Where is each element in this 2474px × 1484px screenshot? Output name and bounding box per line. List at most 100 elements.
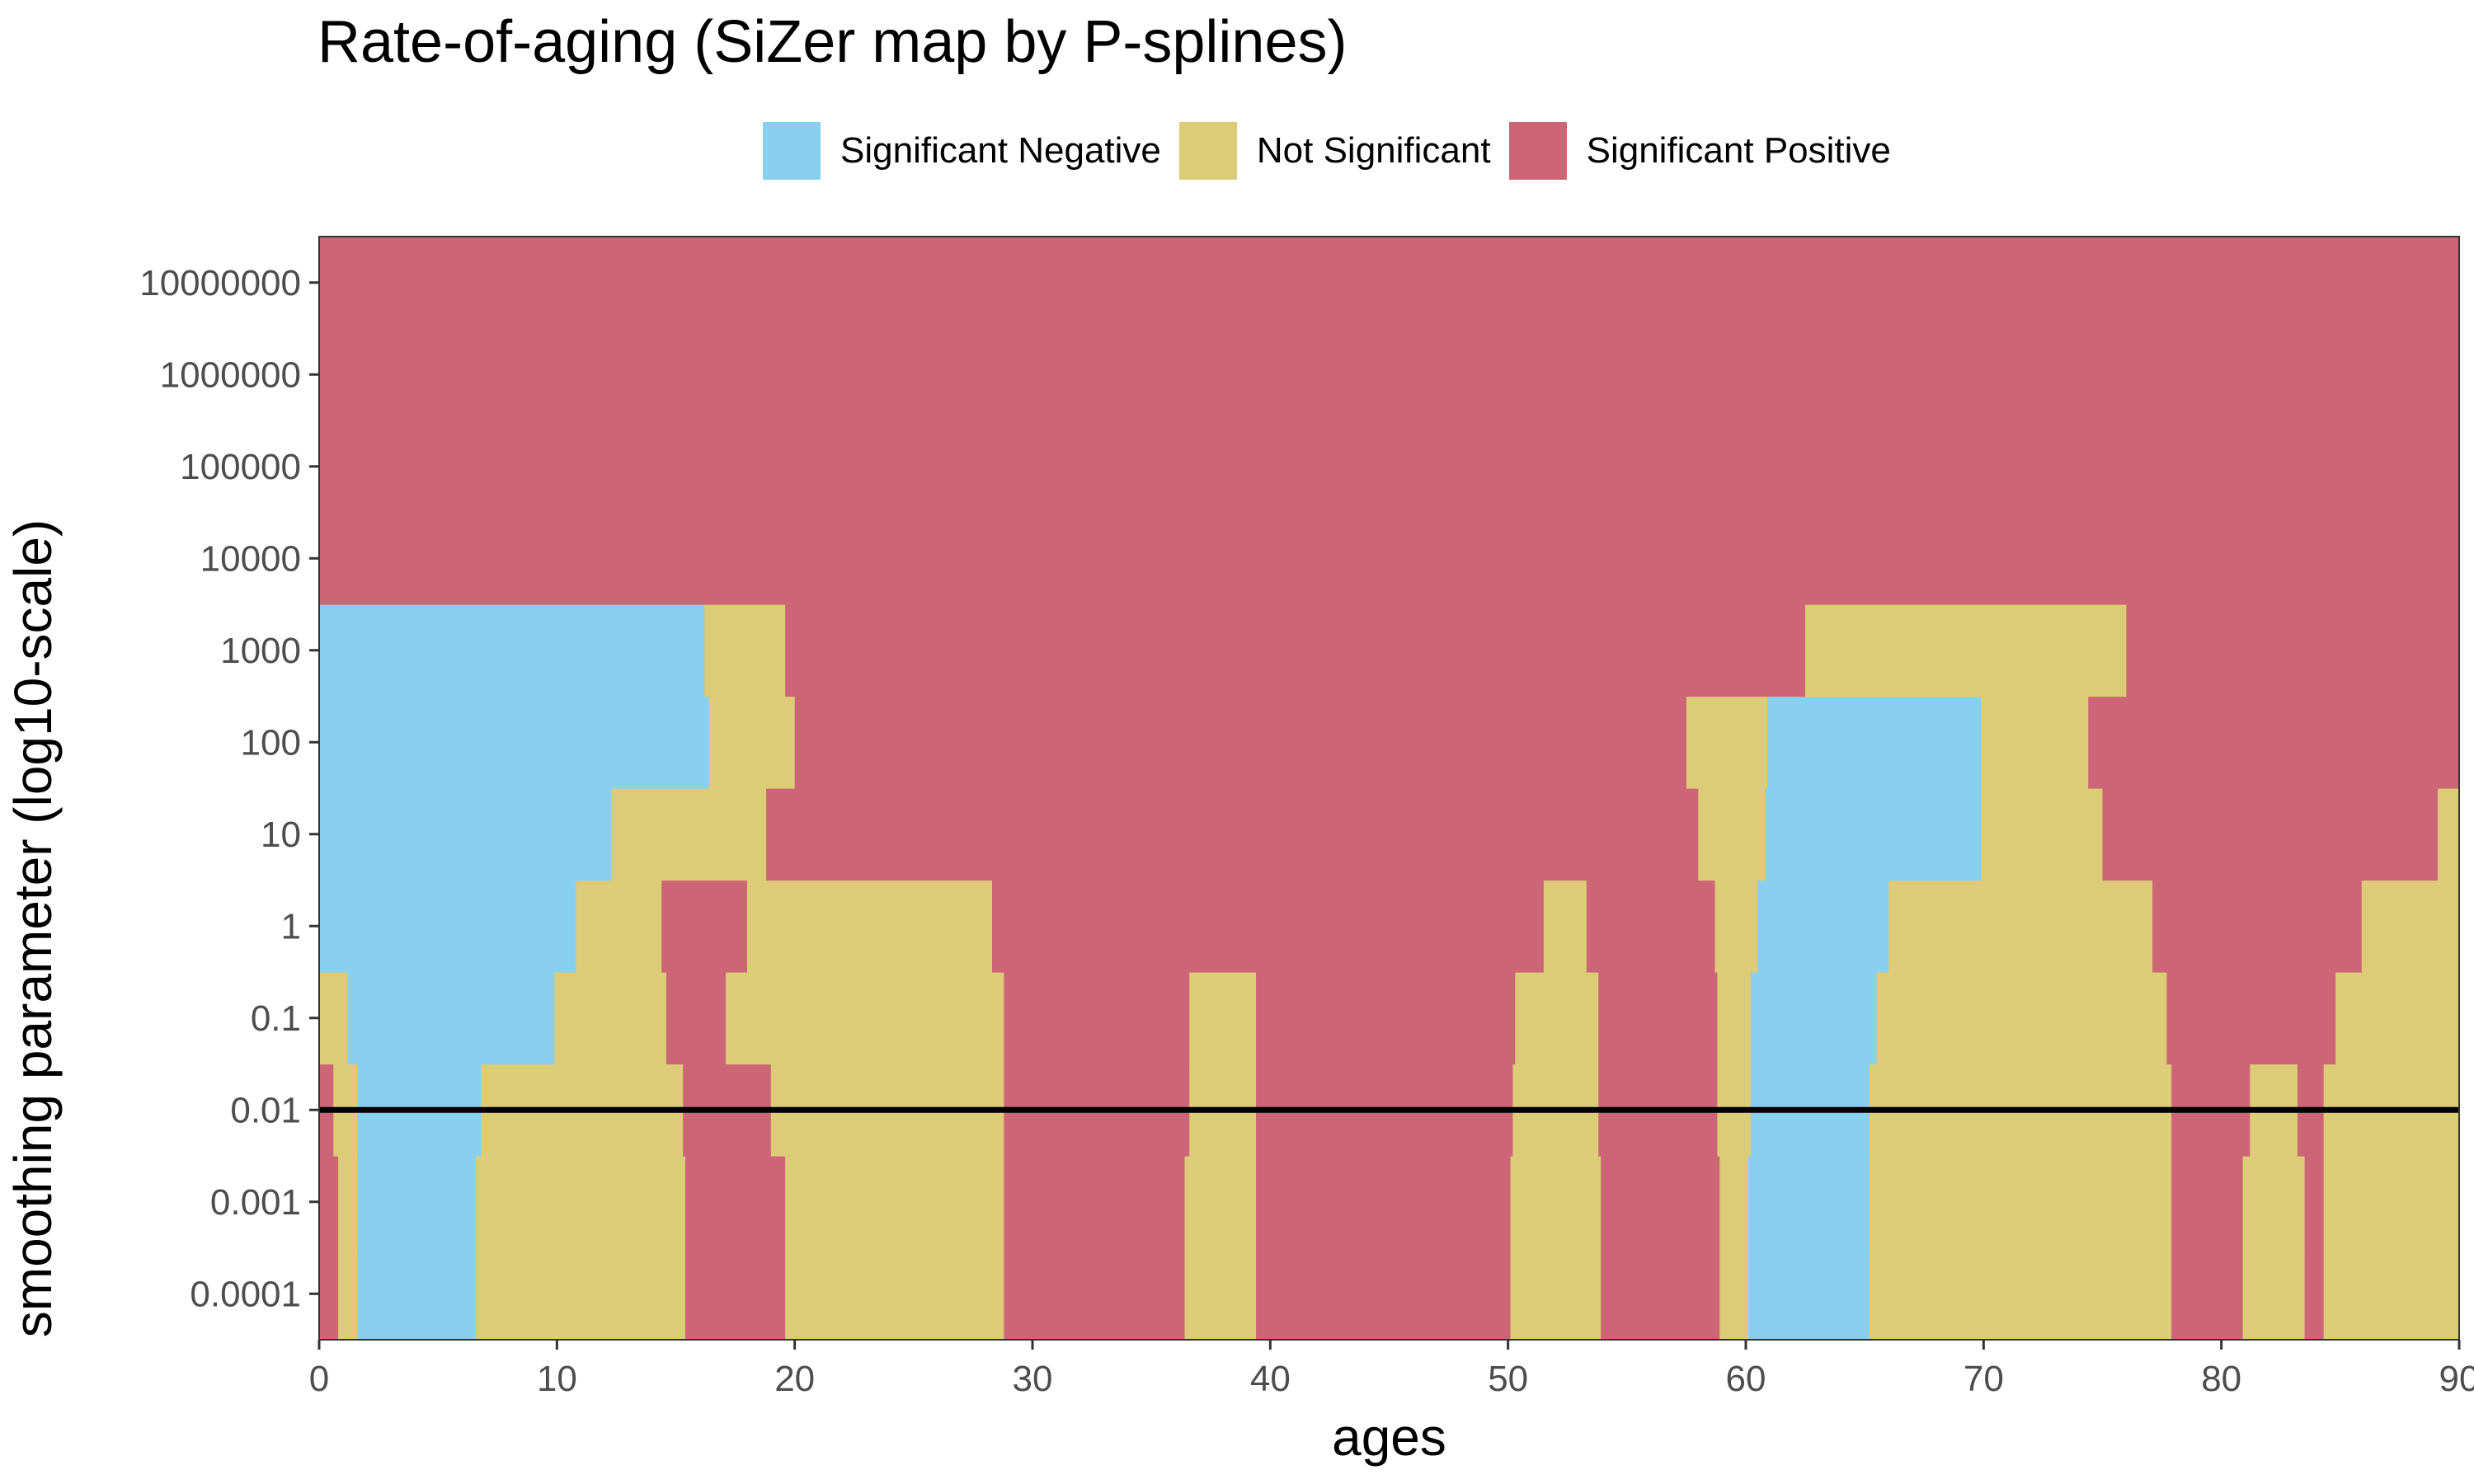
heatmap-cell: [2438, 788, 2460, 881]
x-tick-label: 20: [774, 1359, 815, 1399]
y-tick-label: 10000000: [139, 263, 301, 303]
heatmap-cell: [2242, 1156, 2306, 1249]
heatmap-cell: [1189, 972, 1257, 1065]
heatmap-cell: [1184, 1156, 1257, 1249]
heatmap-cell: [319, 788, 613, 881]
heatmap-cell: [2335, 972, 2460, 1065]
heatmap-cell: [1004, 972, 1190, 1065]
y-tick-label: 0.1: [251, 998, 301, 1039]
x-axis: 0 10 20 30 40 50 60 70 80 90: [309, 1340, 2474, 1399]
heatmap-cell: [357, 1156, 477, 1249]
heatmap-cell: [2242, 1247, 2306, 1341]
heatmap-cell: [1719, 1247, 1749, 1341]
heatmap-cell: [2171, 1156, 2244, 1249]
y-tick-label: 100000: [180, 447, 301, 487]
heatmap-cell: [1184, 1247, 1257, 1341]
heatmap-cell: [747, 880, 993, 973]
heatmap-cell: [1601, 1247, 1720, 1341]
heatmap-cell: [1747, 1247, 1870, 1341]
y-tick-label: 1000000: [160, 355, 301, 395]
heatmap-cell: [1543, 880, 1587, 973]
y-axis-title: smoothing parameter (log10-scale): [3, 519, 63, 1337]
heatmap-cell: [2171, 1247, 2244, 1341]
heatmap-cell: [319, 604, 705, 697]
heatmap-cell: [1719, 1156, 1749, 1249]
heatmap-cell: [685, 1156, 786, 1249]
y-axis: 0.0001 0.001 0.01 0.1 1 10 100 1000 10000 100000 1…: [139, 263, 319, 1314]
legend-swatch-not-significant: [1178, 122, 1237, 180]
chart-title: Rate-of-aging (SiZer map by P-splines): [317, 9, 1348, 75]
heatmap-cell: [1004, 1247, 1186, 1341]
heatmap-cell: [1805, 604, 2127, 697]
heatmap-cell: [794, 696, 1687, 789]
legend-label-significant-negative: Significant Negative: [840, 130, 1161, 171]
heatmap-cell: [1717, 972, 1752, 1065]
heatmap-cell: [1256, 1156, 1512, 1249]
heatmap-cell: [319, 420, 2460, 514]
legend-item-significant-positive: Significant Positive: [1508, 122, 1891, 180]
heatmap-cell: [1869, 1156, 2172, 1249]
heatmap-cell: [1765, 788, 1982, 881]
heatmap-cell: [347, 972, 556, 1065]
heatmap-cell: [319, 237, 2460, 330]
legend-item-not-significant: Not Significant: [1178, 122, 1491, 180]
heatmap-cell: [1747, 1156, 1870, 1249]
heatmap-cell: [785, 604, 1806, 697]
heatmap-cell: [1714, 880, 1759, 973]
heatmap-cell: [785, 1247, 1004, 1341]
legend-label-not-significant: Not Significant: [1256, 130, 1491, 171]
x-tick-label: 30: [1013, 1359, 1053, 1399]
heatmap-cell: [704, 604, 786, 697]
heatmap-cell: [1766, 696, 1982, 789]
heatmap-cell: [1256, 1247, 1512, 1341]
heatmap-cell: [685, 1247, 786, 1341]
heatmap-cell: [2102, 788, 2439, 881]
heatmap-cell: [1515, 972, 1599, 1065]
heatmap-cell: [1510, 1247, 1602, 1341]
heatmap-cell: [476, 1156, 686, 1249]
heatmap-cell: [319, 1156, 339, 1249]
y-tick-label: 100: [241, 722, 301, 763]
heatmap-cell: [1004, 1156, 1186, 1249]
heatmap-cell: [1981, 696, 2089, 789]
heatmap-cell: [2126, 604, 2460, 697]
y-tick-label: 10: [261, 815, 301, 855]
y-tick-label: 1000: [220, 631, 301, 671]
plot-panel-border: [318, 236, 2460, 1341]
heatmap-cell: [476, 1247, 686, 1341]
heatmap-cell: [1869, 1247, 2172, 1341]
heatmap-cell: [1601, 1156, 1720, 1249]
y-tick-label: 0.001: [210, 1182, 301, 1223]
heatmap-cell: [357, 1247, 477, 1341]
x-tick-label: 10: [537, 1359, 577, 1399]
heatmap-cell: [1757, 880, 1889, 973]
heatmap-cell: [2323, 1156, 2460, 1249]
heatmap-cell: [611, 788, 767, 881]
heatmap-cell: [1888, 880, 2153, 973]
heatmap-cell: [2166, 972, 2336, 1065]
heatmap-cell: [708, 696, 796, 789]
heatmap-cell: [319, 696, 710, 789]
y-tick-label: 1: [281, 906, 301, 946]
heatmap-cell: [661, 880, 748, 973]
heatmap-cell: [2304, 1156, 2325, 1249]
heatmap-cell: [319, 512, 2460, 605]
x-tick-label: 80: [2201, 1359, 2241, 1399]
x-axis-title: ages: [1332, 1407, 1446, 1467]
heatmap-cell: [2361, 880, 2460, 973]
heatmap-cell: [785, 1156, 1004, 1249]
heatmap-cell: [338, 1247, 358, 1341]
heatmap-cell: [2152, 880, 2363, 973]
heatmap-cell: [338, 1156, 358, 1249]
heatmap-cell: [1598, 972, 1718, 1065]
heatmap-cell: [1698, 788, 1766, 881]
heatmap-cell: [1876, 972, 2167, 1065]
legend: Significant Negative Not Significant Sig…: [763, 122, 1909, 180]
heatmap-cell: [766, 788, 1699, 881]
heatmap-cell: [666, 972, 727, 1065]
x-tick-label: 90: [2439, 1359, 2474, 1399]
heatmap-cell: [1586, 880, 1716, 973]
legend-swatch-significant-positive: [1508, 122, 1567, 180]
heatmap-cell: [319, 328, 2460, 421]
